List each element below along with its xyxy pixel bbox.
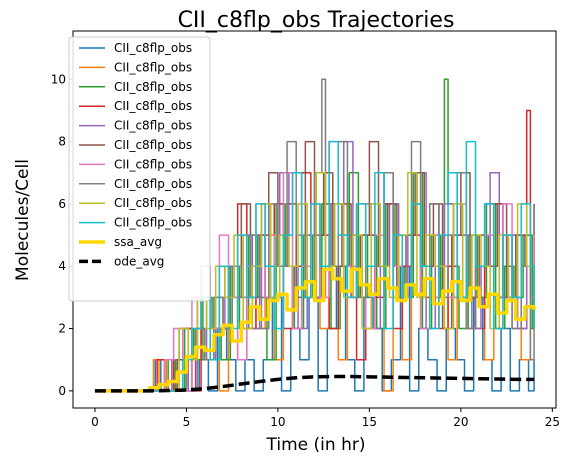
legend-entry-label: CII_c8flp_obs (114, 216, 192, 230)
x-axis: 0 5 10 15 20 25 (91, 408, 560, 429)
y-tick-label: 8 (58, 135, 66, 149)
y-tick-label: 0 (58, 384, 66, 398)
y-tick-label: 6 (58, 197, 66, 211)
y-tick-label: 10 (51, 72, 66, 86)
chart-title: CII_c8flp_obs Trajectories (178, 8, 455, 33)
x-axis-label: Time (in hr) (266, 435, 366, 455)
legend-entry-label: ode_avg (114, 254, 164, 268)
legend-entry-label: CII_c8flp_obs (114, 41, 192, 55)
legend-entry-label: CII_c8flp_obs (114, 99, 192, 113)
x-tick-label: 10 (270, 415, 285, 429)
x-tick-label: 20 (453, 415, 468, 429)
series-line-trajectory-10 (94, 140, 535, 392)
legend-entry-label: CII_c8flp_obs (114, 119, 192, 133)
x-tick-label: 5 (183, 415, 191, 429)
y-axis-label: Molecules/Cell (13, 159, 33, 281)
x-tick-label: 0 (91, 415, 99, 429)
series-line-ssa-avg (94, 267, 536, 393)
series-line-trajectory-9 (94, 172, 535, 392)
y-axis: 0 2 4 6 8 10 (51, 72, 73, 398)
x-tick-label: 25 (545, 415, 560, 429)
legend-entry-label: CII_c8flp_obs (114, 60, 192, 74)
legend-box (68, 36, 211, 302)
legend-entry-label: CII_c8flp_obs (114, 157, 192, 171)
y-tick-label: 4 (58, 259, 66, 273)
series-layer (94, 78, 536, 393)
x-tick-label: 15 (362, 415, 377, 429)
series-line-ode-avg (94, 374, 535, 393)
legend: CII_c8flp_obs CII_c8flp_obs CII_c8flp_obs C… (68, 36, 211, 302)
legend-entry-label: CII_c8flp_obs (114, 80, 192, 94)
y-tick-label: 2 (58, 322, 66, 336)
legend-entry-label: CII_c8flp_obs (114, 177, 192, 191)
legend-entry-label: CII_c8flp_obs (114, 138, 192, 152)
legend-entry-label: ssa_avg (114, 235, 162, 249)
legend-entry-label: CII_c8flp_obs (114, 196, 192, 210)
